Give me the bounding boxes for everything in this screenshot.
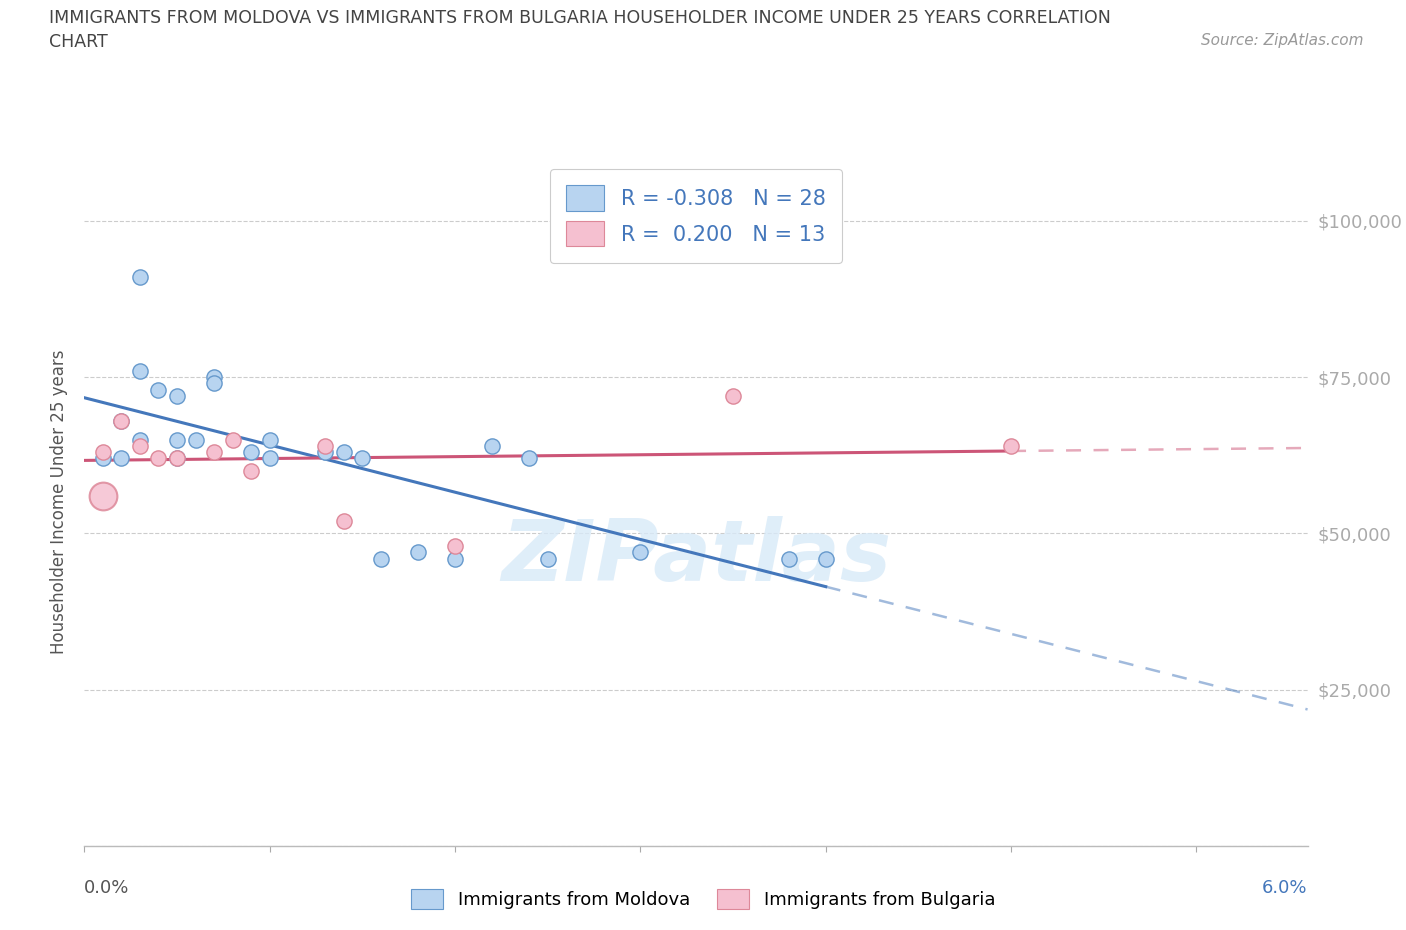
Point (370, 551, 392, 566)
Point (129, 432, 152, 447)
Point (333, 513, 356, 528)
Legend: Immigrants from Moldova, Immigrants from Bulgaria: Immigrants from Moldova, Immigrants from… (404, 882, 1002, 916)
Point (352, 451, 374, 466)
Point (314, 438, 336, 453)
Point (406, 545, 429, 560)
Point (444, 551, 467, 566)
Point (148, 382, 170, 397)
Point (110, 451, 132, 466)
Point (148, 451, 170, 466)
Point (129, 364, 152, 379)
Point (166, 432, 188, 447)
Point (778, 551, 800, 566)
Point (202, 369, 225, 384)
Point (259, 432, 281, 447)
Point (91, 445, 114, 459)
Point (129, 438, 152, 453)
Point (814, 551, 837, 566)
Point (166, 389, 188, 404)
Point (537, 551, 560, 566)
Point (91, 488, 114, 503)
Text: Source: ZipAtlas.com: Source: ZipAtlas.com (1201, 33, 1364, 47)
Text: 0.0%: 0.0% (84, 879, 129, 897)
Point (110, 414, 132, 429)
Point (240, 463, 263, 478)
Point (129, 270, 152, 285)
Legend: R = -0.308   N = 28, R =  0.200   N = 13: R = -0.308 N = 28, R = 0.200 N = 13 (550, 168, 842, 263)
Point (314, 445, 336, 459)
Point (1000, 438, 1022, 453)
Text: IMMIGRANTS FROM MOLDOVA VS IMMIGRANTS FROM BULGARIA HOUSEHOLDER INCOME UNDER 25 : IMMIGRANTS FROM MOLDOVA VS IMMIGRANTS FR… (49, 9, 1111, 27)
Point (444, 538, 467, 553)
Point (721, 389, 744, 404)
Text: ZIPatlas: ZIPatlas (501, 516, 891, 599)
Point (166, 451, 188, 466)
Point (481, 438, 503, 453)
Point (333, 445, 356, 459)
Text: 6.0%: 6.0% (1263, 879, 1308, 897)
Point (628, 545, 651, 560)
Point (517, 451, 540, 466)
Point (184, 432, 207, 447)
Point (202, 445, 225, 459)
Point (221, 432, 243, 447)
Point (259, 451, 281, 466)
Point (202, 376, 225, 391)
Point (91, 451, 114, 466)
Point (240, 445, 263, 459)
Point (166, 451, 188, 466)
Y-axis label: Householder Income Under 25 years: Householder Income Under 25 years (49, 350, 67, 655)
Text: CHART: CHART (49, 33, 108, 50)
Point (110, 414, 132, 429)
